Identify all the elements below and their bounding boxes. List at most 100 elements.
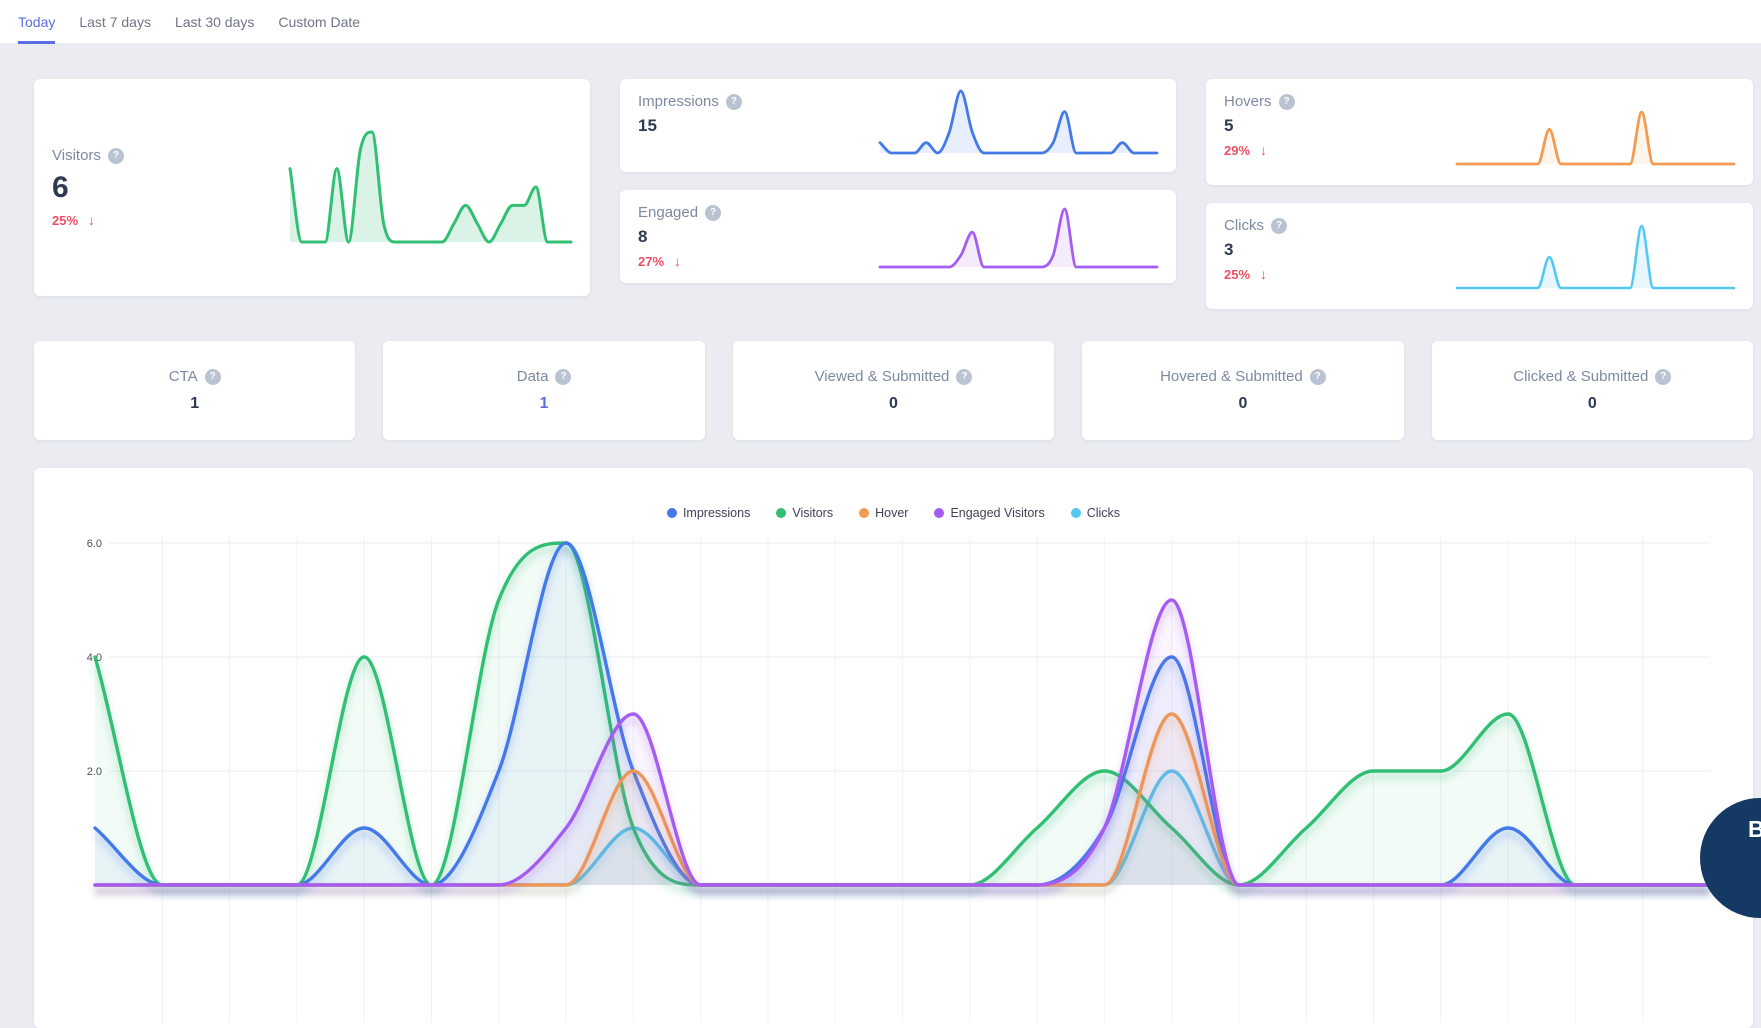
tab-label: Last 30 days (174, 14, 255, 30)
chat-widget-glyph: B (1748, 816, 1761, 842)
tab-label: Last 7 days (79, 14, 151, 30)
visitors-card-slot: Visitors ? 6 25% ↓ (34, 79, 590, 309)
middle-card-column: Impressions ? 15 Engaged ? 8 27% ↓ (620, 79, 1176, 309)
help-icon[interactable]: ? (1278, 93, 1295, 110)
stat-label-row: Clicks ? (1224, 217, 1287, 234)
visitors-stat-card: Visitors ? 6 25% ↓ (34, 79, 590, 296)
engaged-sparkline (878, 207, 1159, 269)
stat-card-main: Engaged ? 8 27% ↓ (638, 204, 722, 283)
stat-delta: 29% ↓ (1224, 142, 1295, 158)
summary-label-row: Data ? (517, 368, 572, 385)
stat-label-row: Engaged ? (638, 204, 722, 221)
dashboard-content: Visitors ? 6 25% ↓ Impressions ? 15 (0, 44, 1761, 1028)
stat-delta: 25% ↓ (52, 212, 124, 228)
legend-dot-icon (859, 508, 870, 518)
viewed-submitted-card: Viewed & Submitted ? 0 (732, 341, 1055, 440)
clicks-sparkline (1455, 224, 1736, 290)
legend-dot-icon (776, 508, 787, 518)
legend-item-clicks[interactable]: Clicks (1070, 506, 1121, 520)
stat-delta: 27% ↓ (638, 253, 721, 269)
summary-cards-row: CTA ? 1 Data ? 1 Viewed & Submitted ? 0 … (34, 341, 1753, 440)
traffic-chart-card: Impressions Visitors Hover Engaged Visit… (34, 468, 1753, 1028)
summary-label: Viewed & Submitted (814, 368, 950, 385)
svg-text:6.0: 6.0 (87, 538, 102, 550)
summary-label: Data (516, 368, 549, 385)
help-icon[interactable]: ? (555, 368, 572, 385)
stat-label: Clicks (1224, 217, 1264, 234)
down-arrow-icon: ↓ (674, 253, 682, 269)
legend-item-hover[interactable]: Hover (859, 506, 908, 520)
legend-label: Clicks (1086, 506, 1121, 520)
down-arrow-icon: ↓ (88, 212, 96, 228)
summary-label-row: Viewed & Submitted ? (815, 368, 973, 385)
legend-item-engaged-visitors[interactable]: Engaged Visitors (934, 506, 1045, 520)
legend-dot-icon (1070, 508, 1081, 518)
hovers-sparkline (1455, 110, 1736, 166)
summary-label-row: Hovered & Submitted ? (1160, 368, 1326, 385)
help-icon[interactable]: ? (204, 368, 221, 385)
stat-label-row: Visitors ? (52, 147, 124, 164)
summary-value: 1 (190, 395, 200, 412)
tab-today[interactable]: Today (18, 0, 56, 44)
summary-label-row: CTA ? (169, 368, 221, 385)
stat-label: Impressions (638, 93, 719, 110)
help-icon[interactable]: ? (107, 147, 124, 164)
summary-value: 0 (1587, 395, 1597, 412)
visitors-sparkline (288, 130, 573, 244)
stat-card-main: Clicks ? 3 25% ↓ (1224, 217, 1287, 309)
help-icon[interactable]: ? (1655, 368, 1672, 385)
help-icon[interactable]: ? (956, 368, 973, 385)
tab-label: Today (18, 14, 56, 30)
stat-value: 5 (1224, 116, 1234, 135)
impressions-sparkline (878, 89, 1159, 155)
stat-delta-percent: 27% (638, 253, 665, 269)
tab-last-7-days[interactable]: Last 7 days (79, 0, 151, 44)
cta-card: CTA ? 1 (34, 341, 356, 440)
clicked-submitted-card: Clicked & Submitted ? 0 (1431, 341, 1753, 440)
stat-delta-percent: 25% (1224, 266, 1251, 282)
stat-card-main: Impressions ? 15 (638, 93, 742, 172)
stat-value: 3 (1224, 240, 1234, 259)
stat-delta-percent: 25% (52, 212, 79, 228)
legend-item-impressions[interactable]: Impressions (666, 506, 751, 520)
legend-dot-icon (934, 508, 945, 518)
engaged-stat-card: Engaged ? 8 27% ↓ (620, 190, 1176, 283)
tab-custom-date[interactable]: Custom Date (278, 0, 360, 44)
down-arrow-icon: ↓ (1260, 142, 1268, 158)
stat-label-row: Impressions ? (638, 93, 742, 110)
hovers-stat-card: Hovers ? 5 29% ↓ (1206, 79, 1753, 185)
stat-value: 6 (52, 171, 69, 204)
chart-legend: Impressions Visitors Hover Engaged Visit… (34, 468, 1753, 520)
summary-label-row: Clicked & Submitted ? (1513, 368, 1672, 385)
summary-value: 0 (889, 395, 898, 412)
legend-label: Impressions (682, 506, 751, 520)
help-icon[interactable]: ? (705, 204, 722, 221)
tab-last-30-days[interactable]: Last 30 days (175, 0, 254, 44)
help-icon[interactable]: ? (725, 93, 742, 110)
date-range-tabs: Today Last 7 days Last 30 days Custom Da… (18, 0, 360, 44)
stat-cards-row: Visitors ? 6 25% ↓ Impressions ? 15 (34, 79, 1753, 309)
right-card-column: Hovers ? 5 29% ↓ Clicks ? 3 25% ↓ (1206, 79, 1753, 309)
summary-value: 0 (1238, 395, 1248, 412)
tab-label: Custom Date (278, 14, 361, 30)
stat-label: Visitors (52, 147, 101, 164)
stat-delta: 25% ↓ (1224, 266, 1287, 282)
traffic-line-chart: 2.04.06.0 (87, 536, 1712, 1023)
summary-label: CTA (168, 368, 198, 385)
stat-label: Hovers (1224, 93, 1272, 110)
stat-value: 8 (638, 227, 648, 246)
date-range-tab-bar: Today Last 7 days Last 30 days Custom Da… (0, 0, 1761, 44)
stat-delta-percent: 29% (1224, 142, 1251, 158)
stat-value: 15 (638, 116, 657, 135)
impressions-stat-card: Impressions ? 15 (620, 79, 1176, 172)
stat-card-main: Visitors ? 6 25% ↓ (52, 79, 124, 296)
legend-item-visitors[interactable]: Visitors (776, 506, 833, 520)
help-icon[interactable]: ? (1271, 217, 1287, 234)
stat-card-main: Hovers ? 5 29% ↓ (1224, 93, 1295, 185)
help-icon[interactable]: ? (1309, 368, 1326, 385)
legend-label: Engaged Visitors (950, 506, 1045, 520)
summary-value: 1 (539, 395, 549, 412)
clicks-stat-card: Clicks ? 3 25% ↓ (1206, 203, 1753, 309)
summary-label: Hovered & Submitted (1160, 368, 1303, 385)
